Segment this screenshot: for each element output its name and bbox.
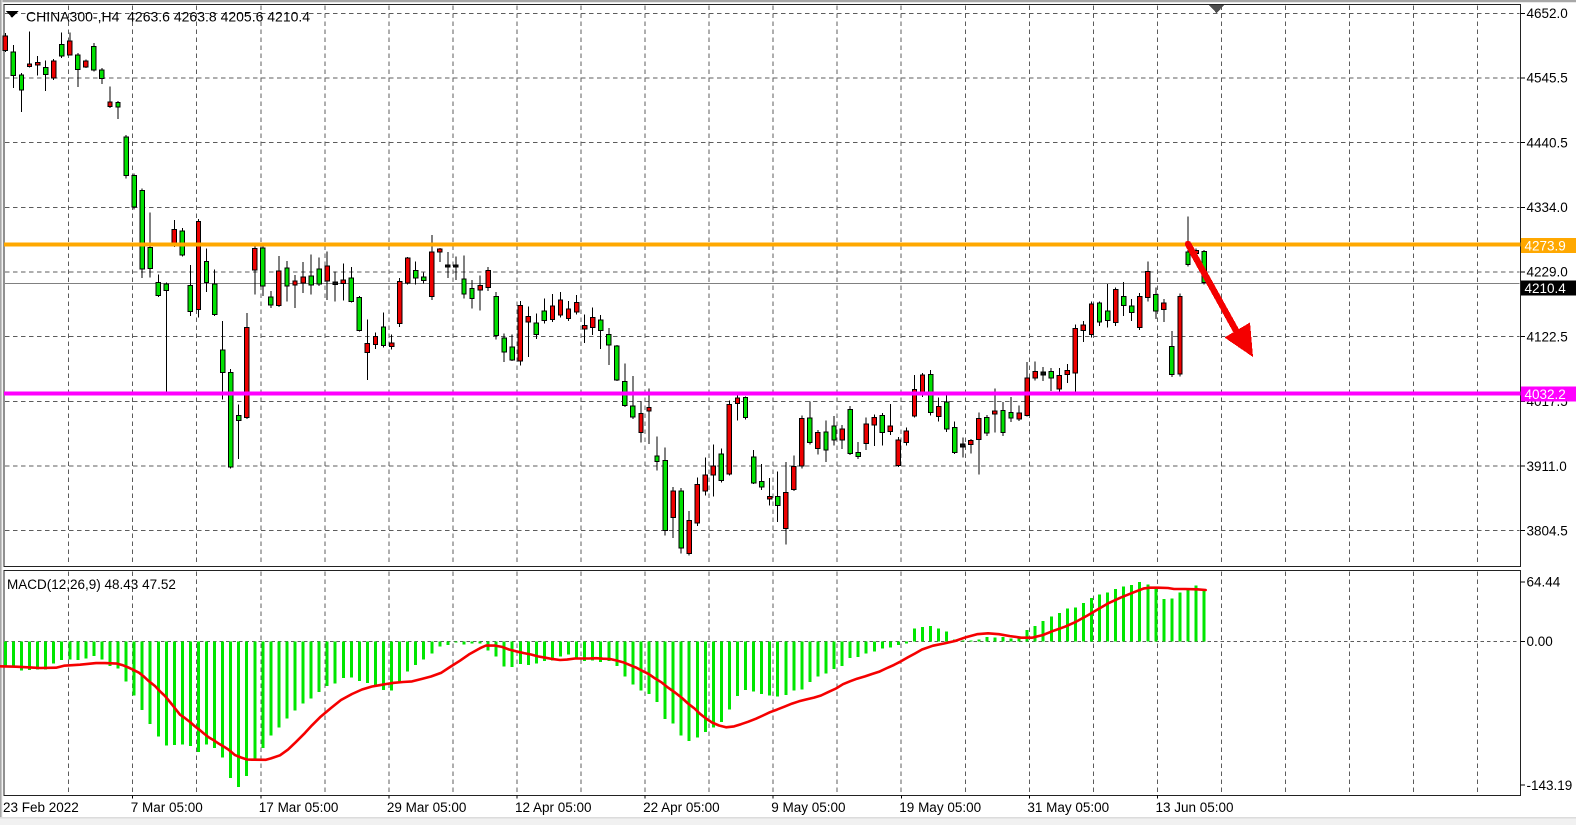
svg-text:3911.0: 3911.0 — [1527, 459, 1567, 474]
svg-text:4229.0: 4229.0 — [1527, 265, 1568, 280]
svg-text:13 Jun 05:00: 13 Jun 05:00 — [1156, 800, 1234, 815]
svg-text:9 May 05:00: 9 May 05:00 — [771, 800, 845, 815]
svg-text:12 Apr 05:00: 12 Apr 05:00 — [515, 800, 592, 815]
svg-text:4273.9: 4273.9 — [1525, 239, 1566, 254]
svg-text:7 Mar 05:00: 7 Mar 05:00 — [131, 800, 203, 815]
svg-text:31 May 05:00: 31 May 05:00 — [1027, 800, 1109, 815]
svg-text:4545.5: 4545.5 — [1527, 71, 1568, 86]
svg-text:23 Feb 2022: 23 Feb 2022 — [3, 800, 79, 815]
svg-text:-143.19: -143.19 — [1527, 778, 1573, 793]
svg-text:0.00: 0.00 — [1527, 634, 1553, 649]
svg-text:29 Mar 05:00: 29 Mar 05:00 — [387, 800, 467, 815]
svg-text:4032.2: 4032.2 — [1525, 387, 1566, 402]
svg-text:4440.5: 4440.5 — [1527, 135, 1568, 150]
svg-text:64.44: 64.44 — [1527, 575, 1561, 590]
svg-text:17 Mar 05:00: 17 Mar 05:00 — [259, 800, 339, 815]
svg-text:4652.0: 4652.0 — [1527, 6, 1568, 21]
svg-text:4210.4: 4210.4 — [1525, 281, 1567, 296]
svg-text:19 May 05:00: 19 May 05:00 — [899, 800, 981, 815]
svg-text:3804.5: 3804.5 — [1527, 523, 1568, 538]
svg-text:MACD(12,26,9) 48.43 47.52: MACD(12,26,9) 48.43 47.52 — [7, 577, 176, 592]
svg-text:4122.5: 4122.5 — [1527, 329, 1568, 344]
svg-text:22 Apr 05:00: 22 Apr 05:00 — [643, 800, 720, 815]
svg-text:4334.0: 4334.0 — [1527, 200, 1568, 215]
svg-text:CHINA300-,H4 4263.6 4263.8 42: CHINA300-,H4 4263.6 4263.8 4205.6 4210.4 — [26, 9, 310, 25]
